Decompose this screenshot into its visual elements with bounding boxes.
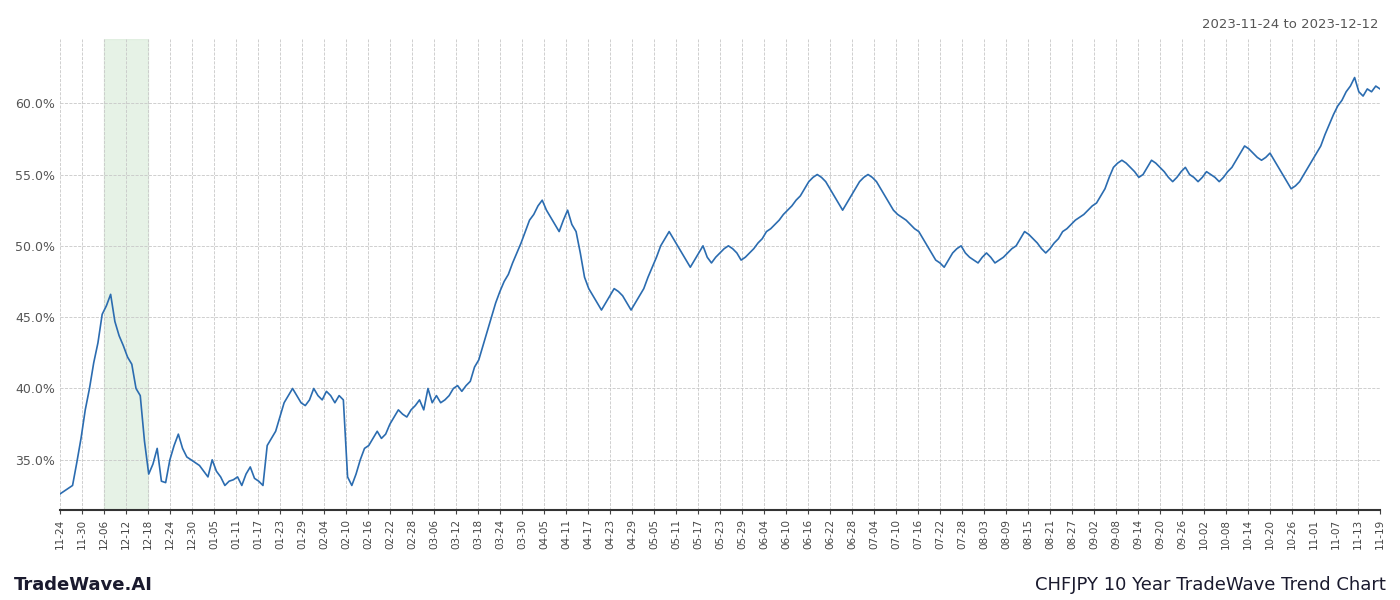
Text: 2023-11-24 to 2023-12-12: 2023-11-24 to 2023-12-12: [1203, 18, 1379, 31]
Bar: [104, 39, 148, 510]
Text: CHFJPY 10 Year TradeWave Trend Chart: CHFJPY 10 Year TradeWave Trend Chart: [1035, 576, 1386, 594]
Text: TradeWave.AI: TradeWave.AI: [14, 576, 153, 594]
